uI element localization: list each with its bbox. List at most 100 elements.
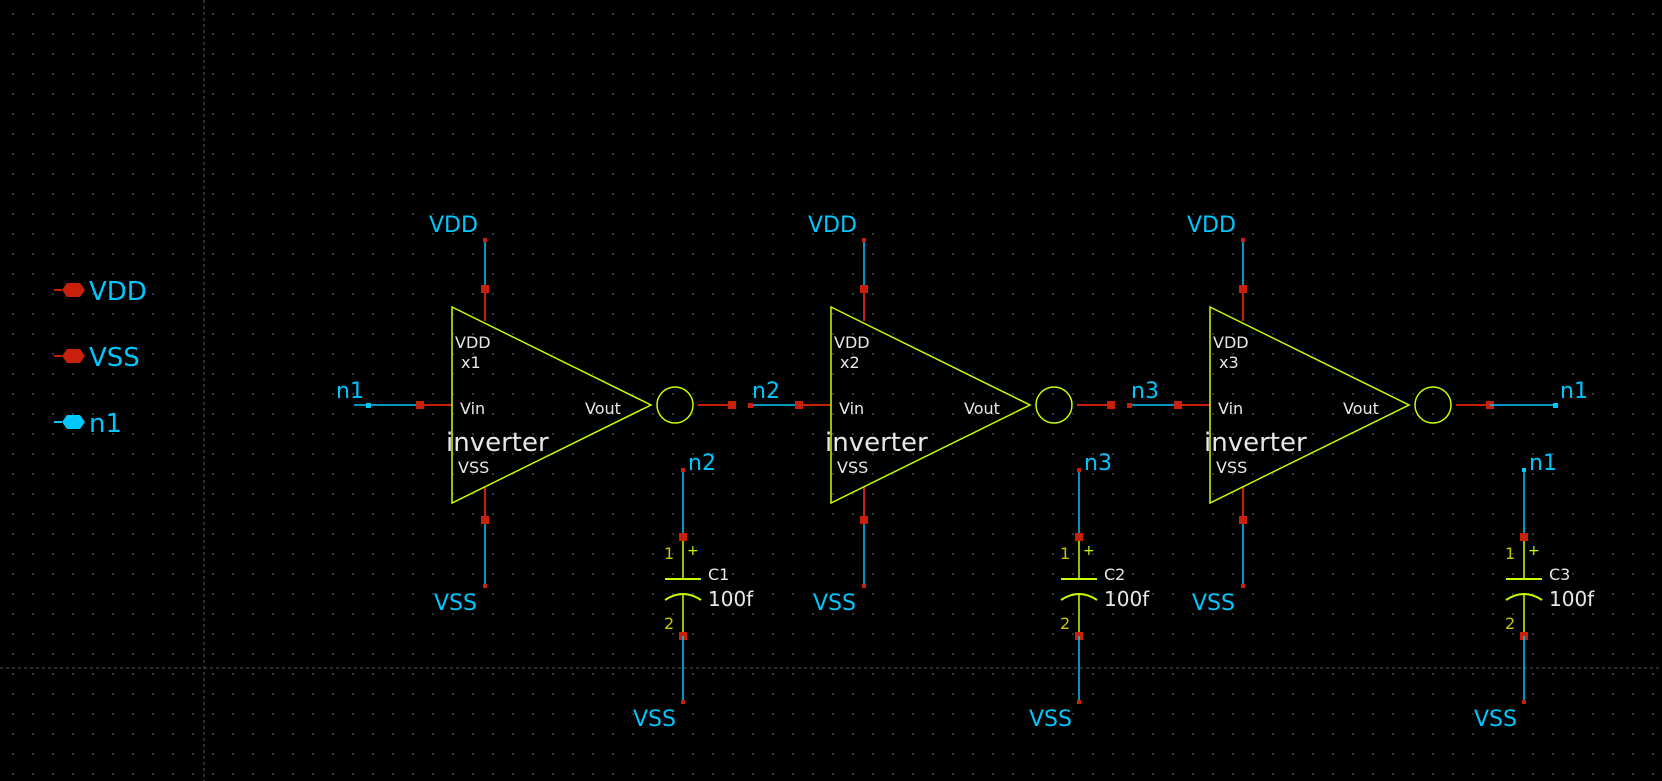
vout-pin-marker — [1107, 401, 1115, 409]
output-endpoint — [1553, 403, 1558, 408]
pin-vin-text: Vin — [460, 399, 485, 418]
cap-pin1-marker — [679, 533, 687, 541]
cell-name: inverter — [446, 428, 549, 458]
pin-vdd-text: VDD — [1213, 333, 1249, 352]
input-net-label: n1 — [336, 379, 364, 404]
port-n1-label: n1 — [89, 409, 122, 439]
instance-name: x2 — [840, 353, 860, 372]
inverter-bubble — [1414, 386, 1452, 424]
capacitor-c1[interactable]: n2 VSS 1 2 + C1 100f — [633, 451, 754, 732]
output-net-label: n1 — [1560, 379, 1588, 404]
cap-name: C3 — [1549, 565, 1570, 584]
output-net-label: n2 — [752, 379, 780, 404]
port-vss[interactable]: VSS — [54, 343, 140, 373]
vss-pin-marker — [1239, 516, 1247, 524]
capacitor-c2[interactable]: n3 VSS 1 2 + C2 100f — [1029, 451, 1150, 732]
vss-net-label: VSS — [434, 591, 477, 616]
vout-pin-marker — [728, 401, 736, 409]
cap-pin1-number: 1 — [664, 544, 674, 563]
inverter-body — [451, 305, 653, 505]
input-endpoint — [748, 403, 753, 408]
cap-pin2-number: 2 — [1060, 614, 1070, 633]
vss-net-label: VSS — [813, 591, 856, 616]
vss-net-label: VSS — [1192, 591, 1235, 616]
vss-endpoint — [862, 584, 866, 588]
cap-top-net-label: n3 — [1084, 451, 1112, 476]
vin-pin-marker — [416, 401, 424, 409]
vss-endpoint — [483, 584, 487, 588]
vss-pin-marker — [860, 516, 868, 524]
cap-pin1-marker — [1520, 533, 1528, 541]
cap-polarity: + — [1528, 543, 1540, 559]
pin-vss-text: VSS — [837, 458, 868, 477]
cap-top-endpoint — [681, 468, 685, 472]
inverter-bubble — [1035, 386, 1073, 424]
cap-bottom-net-label: VSS — [633, 707, 676, 732]
vin-pin-marker — [1174, 401, 1182, 409]
output-net-label: n3 — [1131, 379, 1159, 404]
pin-vss-text: VSS — [458, 458, 489, 477]
cap-bottom-net-label: VSS — [1474, 707, 1517, 732]
inverter-body — [830, 305, 1032, 505]
cap-polarity: + — [687, 543, 699, 559]
port-vss-label: VSS — [89, 343, 140, 373]
vdd-net-label: VDD — [429, 213, 478, 238]
vss-endpoint — [1241, 584, 1245, 588]
pin-vin-text: Vin — [839, 399, 864, 418]
cap-pin1-marker — [1075, 533, 1083, 541]
cap-bottom-endpoint — [681, 700, 685, 704]
vdd-net-label: VDD — [808, 213, 857, 238]
cap-value: 100f — [1549, 587, 1595, 611]
cap-bottom-endpoint — [1522, 700, 1526, 704]
cap-pin1-number: 1 — [1505, 544, 1515, 563]
pin-vss-text: VSS — [1216, 458, 1247, 477]
cap-name: C2 — [1104, 565, 1125, 584]
pin-vout-text: Vout — [1343, 399, 1379, 418]
pin-vdd-text: VDD — [455, 333, 491, 352]
cap-bottom-endpoint — [1077, 700, 1081, 704]
cap-bottom-net-label: VSS — [1029, 707, 1072, 732]
vss-pin-marker — [481, 516, 489, 524]
pin-vout-text: Vout — [964, 399, 1000, 418]
cap-polarity: + — [1083, 543, 1095, 559]
vdd-pin-marker — [860, 285, 868, 293]
cap-top-net-label: n2 — [688, 451, 716, 476]
pin-vin-text: Vin — [1218, 399, 1243, 418]
cap-top-endpoint — [1077, 468, 1081, 472]
port-n1[interactable]: n1 — [54, 409, 122, 439]
cap-value: 100f — [1104, 587, 1150, 611]
vdd-endpoint — [483, 238, 487, 242]
port-vdd-label: VDD — [89, 277, 147, 307]
port-vss-icon — [62, 349, 85, 363]
vdd-endpoint — [862, 238, 866, 242]
port-vdd[interactable]: VDD — [54, 277, 147, 307]
port-n1-icon — [62, 415, 85, 429]
vdd-endpoint — [1241, 238, 1245, 242]
input-endpoint — [366, 403, 371, 408]
pin-vout-text: Vout — [585, 399, 621, 418]
vdd-net-label: VDD — [1187, 213, 1236, 238]
cap-pin2-number: 2 — [664, 614, 674, 633]
inverter-body — [1209, 305, 1411, 505]
inverter-bubble — [656, 386, 694, 424]
cap-name: C1 — [708, 565, 729, 584]
cell-name: inverter — [1204, 428, 1307, 458]
cap-top-endpoint — [1522, 468, 1526, 472]
cap-value: 100f — [708, 587, 754, 611]
instance-name: x3 — [1219, 353, 1239, 372]
pin-vdd-text: VDD — [834, 333, 870, 352]
port-vdd-icon — [62, 283, 85, 297]
cap-pin1-number: 1 — [1060, 544, 1070, 563]
capacitor-c3[interactable]: n1 VSS 1 2 + C3 100f — [1474, 451, 1595, 732]
cap-pin2-number: 2 — [1505, 614, 1515, 633]
vdd-pin-marker — [481, 285, 489, 293]
input-endpoint — [1127, 403, 1132, 408]
vin-pin-marker — [795, 401, 803, 409]
vdd-pin-marker — [1239, 285, 1247, 293]
cap-top-net-label: n1 — [1529, 451, 1557, 476]
